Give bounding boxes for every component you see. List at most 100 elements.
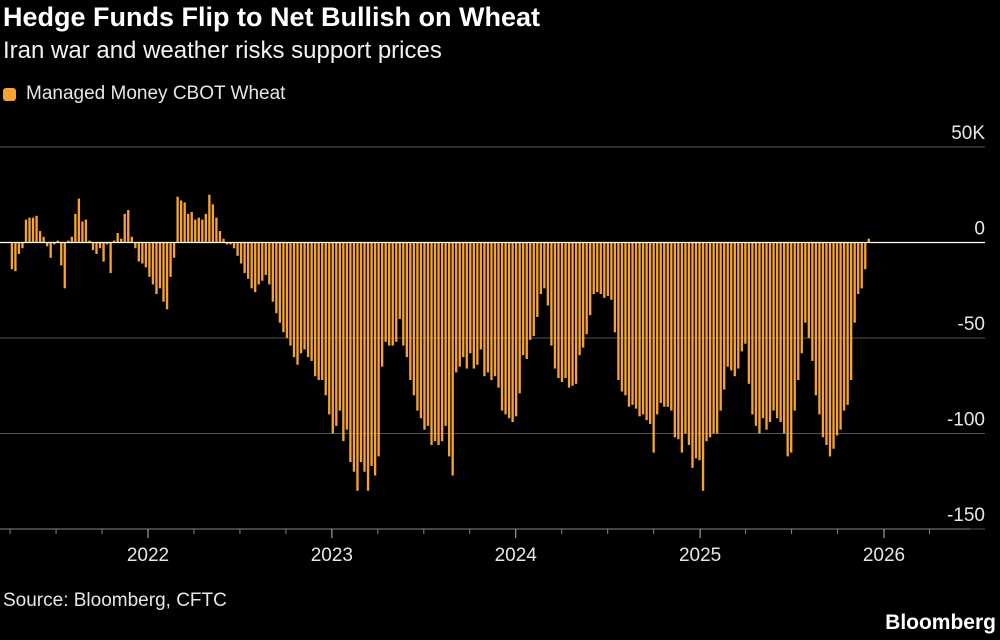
bar <box>691 242 694 468</box>
bar <box>797 242 800 381</box>
bar <box>592 242 595 295</box>
bar <box>430 242 433 445</box>
bar <box>395 242 398 342</box>
bar <box>818 242 821 415</box>
bar <box>670 242 673 411</box>
bar <box>500 242 504 411</box>
bar <box>476 242 479 365</box>
bar <box>405 242 408 358</box>
bar <box>666 242 669 407</box>
bar <box>91 242 95 251</box>
bar <box>546 242 550 306</box>
bar <box>723 242 726 390</box>
bar <box>701 242 705 491</box>
x-tick-label: 2024 <box>495 545 538 566</box>
bar <box>388 242 391 346</box>
bar <box>514 242 518 417</box>
bar <box>793 242 796 411</box>
bar <box>289 242 292 346</box>
bar <box>585 242 588 335</box>
bar <box>190 211 193 243</box>
bar <box>409 242 412 381</box>
bar <box>63 242 66 289</box>
bar <box>687 242 691 445</box>
bar <box>853 242 856 323</box>
bar <box>14 242 17 272</box>
bar <box>292 242 296 358</box>
bar <box>786 242 789 457</box>
bar <box>28 217 31 243</box>
bar <box>782 242 786 434</box>
bar <box>137 242 140 262</box>
bar <box>373 242 377 476</box>
bar <box>246 242 250 279</box>
bar <box>472 242 475 369</box>
bar <box>730 242 733 371</box>
bar <box>88 240 91 243</box>
bar <box>423 242 426 430</box>
bar <box>419 242 423 419</box>
bar <box>860 242 863 289</box>
bar <box>656 242 659 415</box>
bar <box>21 242 24 249</box>
y-tick-label: -100 <box>947 410 985 431</box>
bar <box>433 242 437 442</box>
bar <box>257 242 260 285</box>
bar <box>839 242 842 430</box>
bar <box>557 242 560 379</box>
source-note: Source: Bloomberg, CFTC <box>3 590 227 611</box>
bar <box>641 242 645 415</box>
bar <box>102 242 105 262</box>
y-tick-label: 0 <box>974 219 985 240</box>
bar <box>201 219 204 243</box>
bar <box>857 242 860 295</box>
bar <box>768 242 772 423</box>
bar <box>127 210 130 243</box>
bar <box>624 242 627 396</box>
bar <box>345 242 349 430</box>
bar <box>236 242 239 256</box>
bar <box>370 242 373 466</box>
bar <box>518 242 521 394</box>
bar <box>814 242 818 396</box>
bar <box>77 198 81 243</box>
bar <box>285 242 289 338</box>
bar <box>779 242 782 423</box>
bar <box>864 242 867 270</box>
legend-swatch <box>3 87 16 101</box>
bar <box>120 238 123 243</box>
bar <box>84 219 88 243</box>
bar <box>440 242 444 442</box>
bar <box>250 242 253 289</box>
bar <box>299 242 303 354</box>
bar <box>747 242 751 384</box>
bar <box>271 242 274 302</box>
bar <box>45 242 49 247</box>
bar <box>610 242 613 300</box>
bar <box>596 242 599 293</box>
bar <box>698 242 701 461</box>
bar <box>529 242 532 340</box>
bar <box>74 213 77 243</box>
bar <box>677 242 680 440</box>
bar <box>462 242 465 358</box>
bar <box>116 232 119 243</box>
bar <box>634 242 638 409</box>
bar <box>310 242 313 361</box>
bar <box>377 242 380 457</box>
bar <box>821 242 825 438</box>
legend: Managed Money CBOT Wheat <box>3 83 285 105</box>
bar <box>264 242 267 275</box>
chart-title: Hedge Funds Flip to Net Bullish on Wheat <box>3 2 540 32</box>
bar <box>141 242 144 264</box>
bar <box>321 242 324 381</box>
bar <box>599 242 602 295</box>
bar <box>550 242 553 346</box>
bar <box>581 242 585 348</box>
bar <box>155 242 158 295</box>
bar <box>846 242 849 405</box>
bar <box>24 219 28 243</box>
bar <box>49 242 52 258</box>
bar <box>613 242 617 333</box>
bar <box>617 242 620 381</box>
